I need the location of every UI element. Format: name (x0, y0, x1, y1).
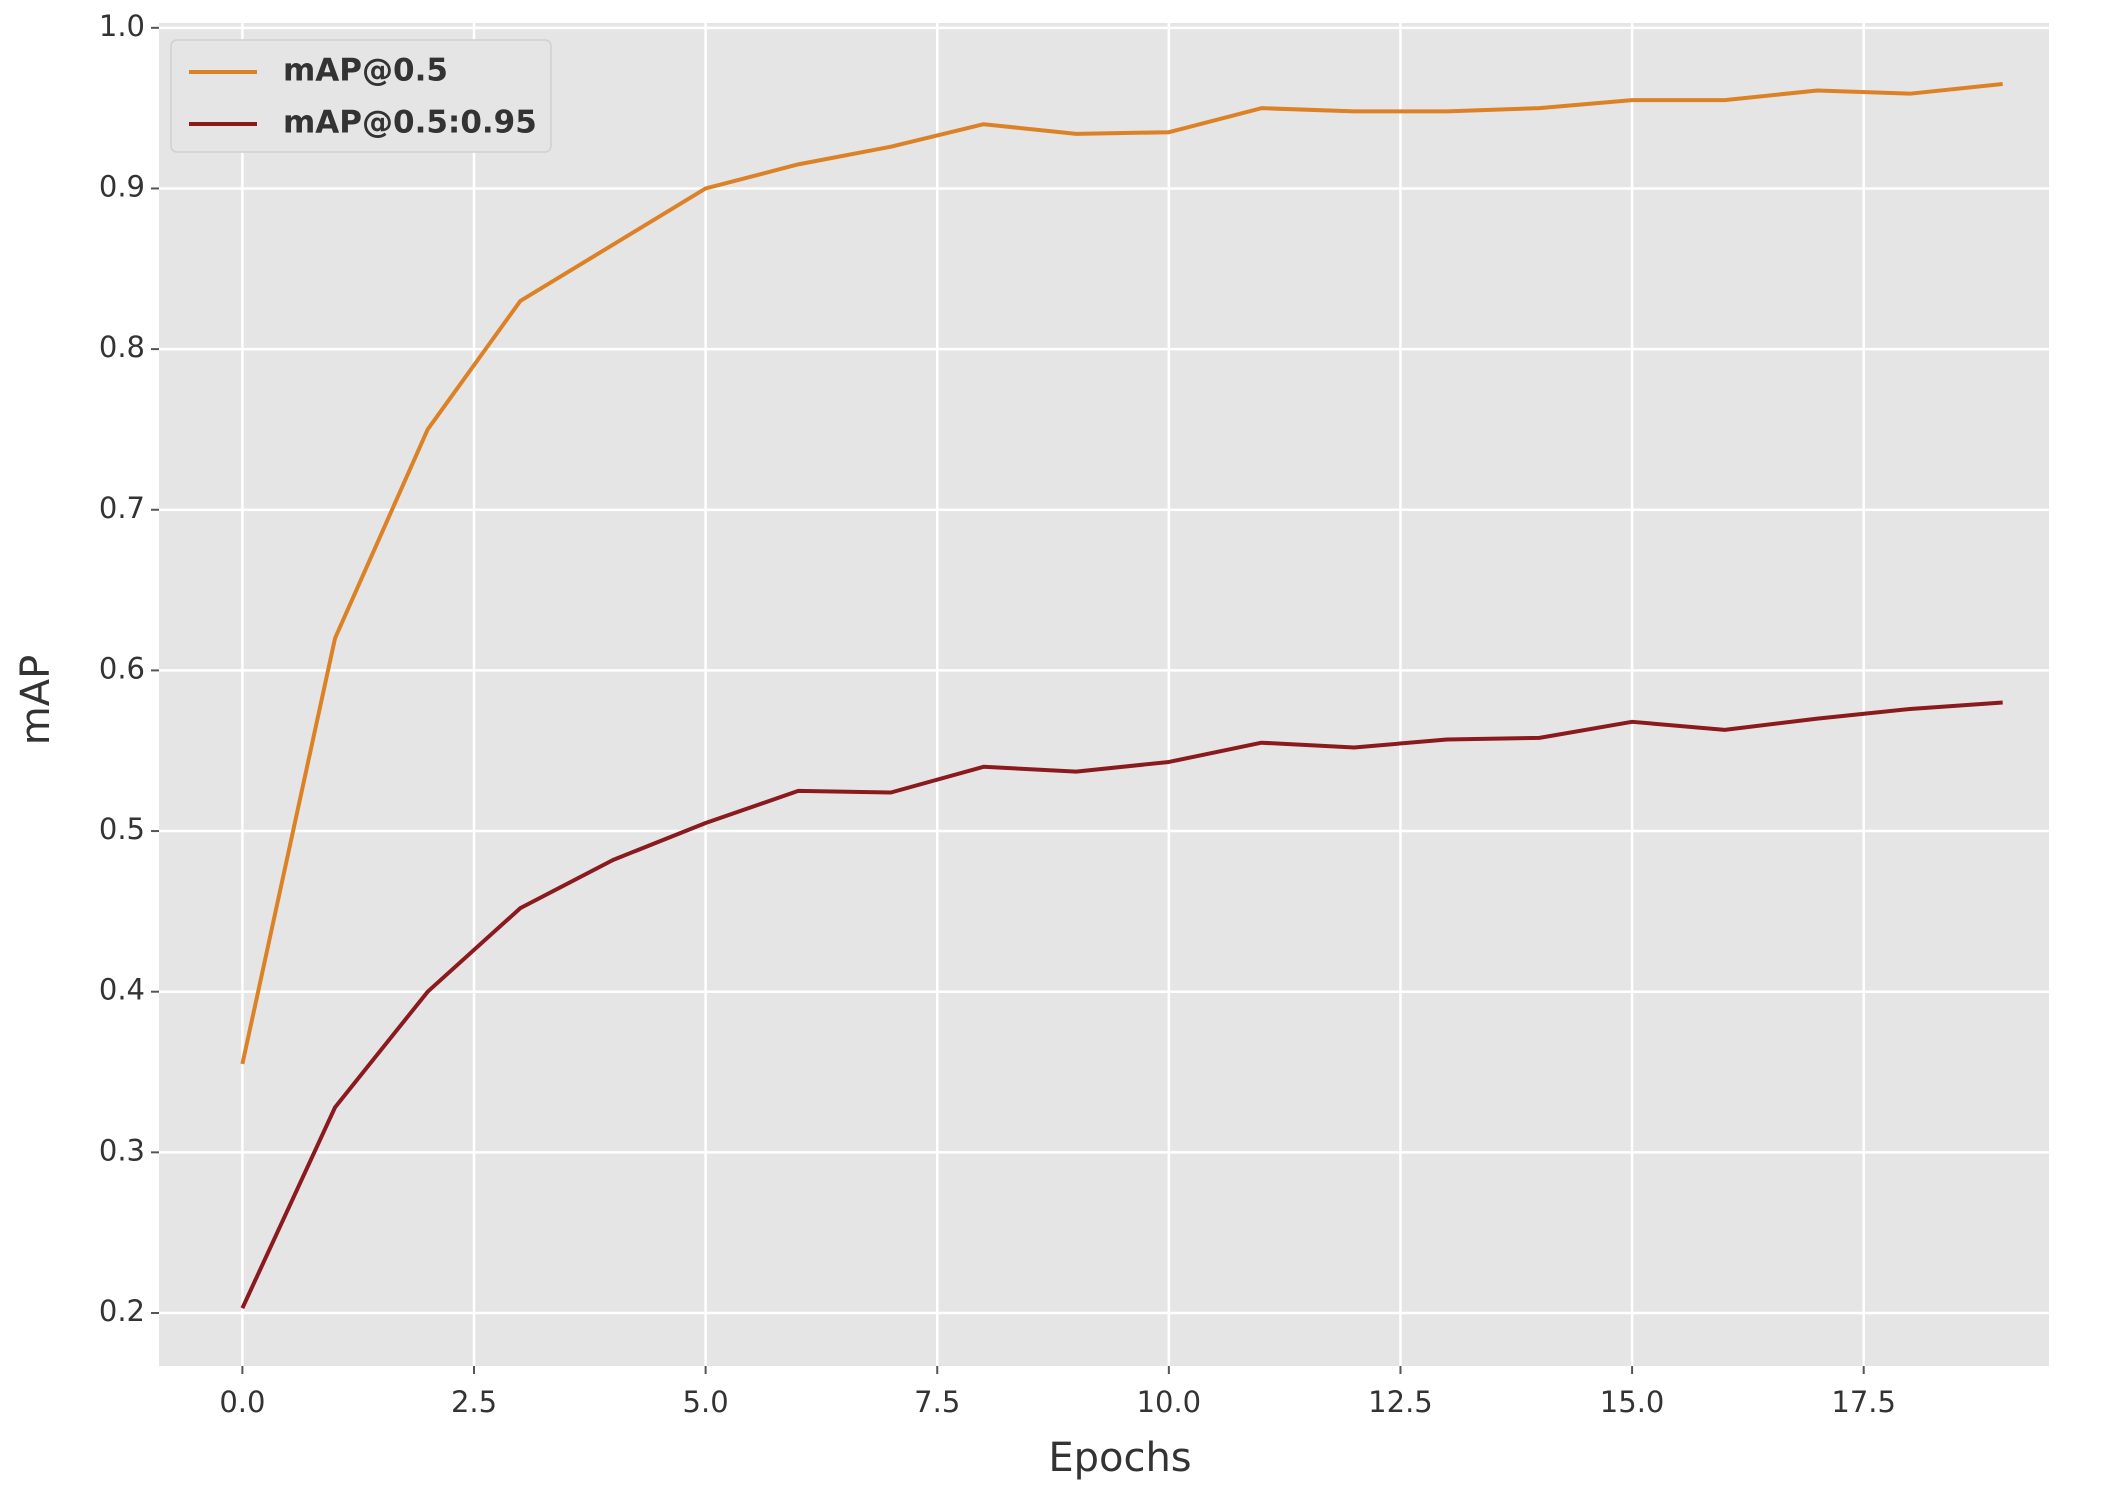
legend-label: mAP@0.5 (283, 53, 448, 89)
y-tick-label: 0.4 (99, 973, 145, 1007)
x-tick-label: 0.0 (219, 1385, 265, 1419)
y-tick-label: 0.8 (99, 330, 145, 364)
x-tick-label: 15.0 (1600, 1385, 1665, 1419)
x-tick-label: 17.5 (1831, 1385, 1896, 1419)
y-axis-label: mAP (13, 655, 59, 745)
legend-box (170, 39, 552, 153)
y-tick-label: 0.3 (99, 1133, 145, 1167)
y-tick-label: 0.2 (99, 1294, 145, 1328)
y-tick-label: 0.7 (99, 491, 145, 525)
x-axis-label: Epochs (1048, 1435, 1191, 1481)
plot-area (159, 23, 2049, 1366)
y-tick-label: 0.5 (99, 812, 145, 846)
x-tick-label: 2.5 (451, 1385, 497, 1419)
data-line (240, 700, 2003, 1310)
x-tick-label: 12.5 (1368, 1385, 1433, 1419)
y-tick-label: 0.9 (99, 169, 145, 203)
x-tick-label: 10.0 (1137, 1385, 1202, 1419)
x-tick-label: 5.0 (683, 1385, 729, 1419)
x-tick-label: 7.5 (914, 1385, 960, 1419)
y-tick-label: 0.6 (99, 651, 145, 685)
legend-label: mAP@0.5:0.95 (283, 105, 537, 141)
y-tick-label: 1.0 (99, 9, 145, 43)
data-line (240, 82, 2003, 1065)
